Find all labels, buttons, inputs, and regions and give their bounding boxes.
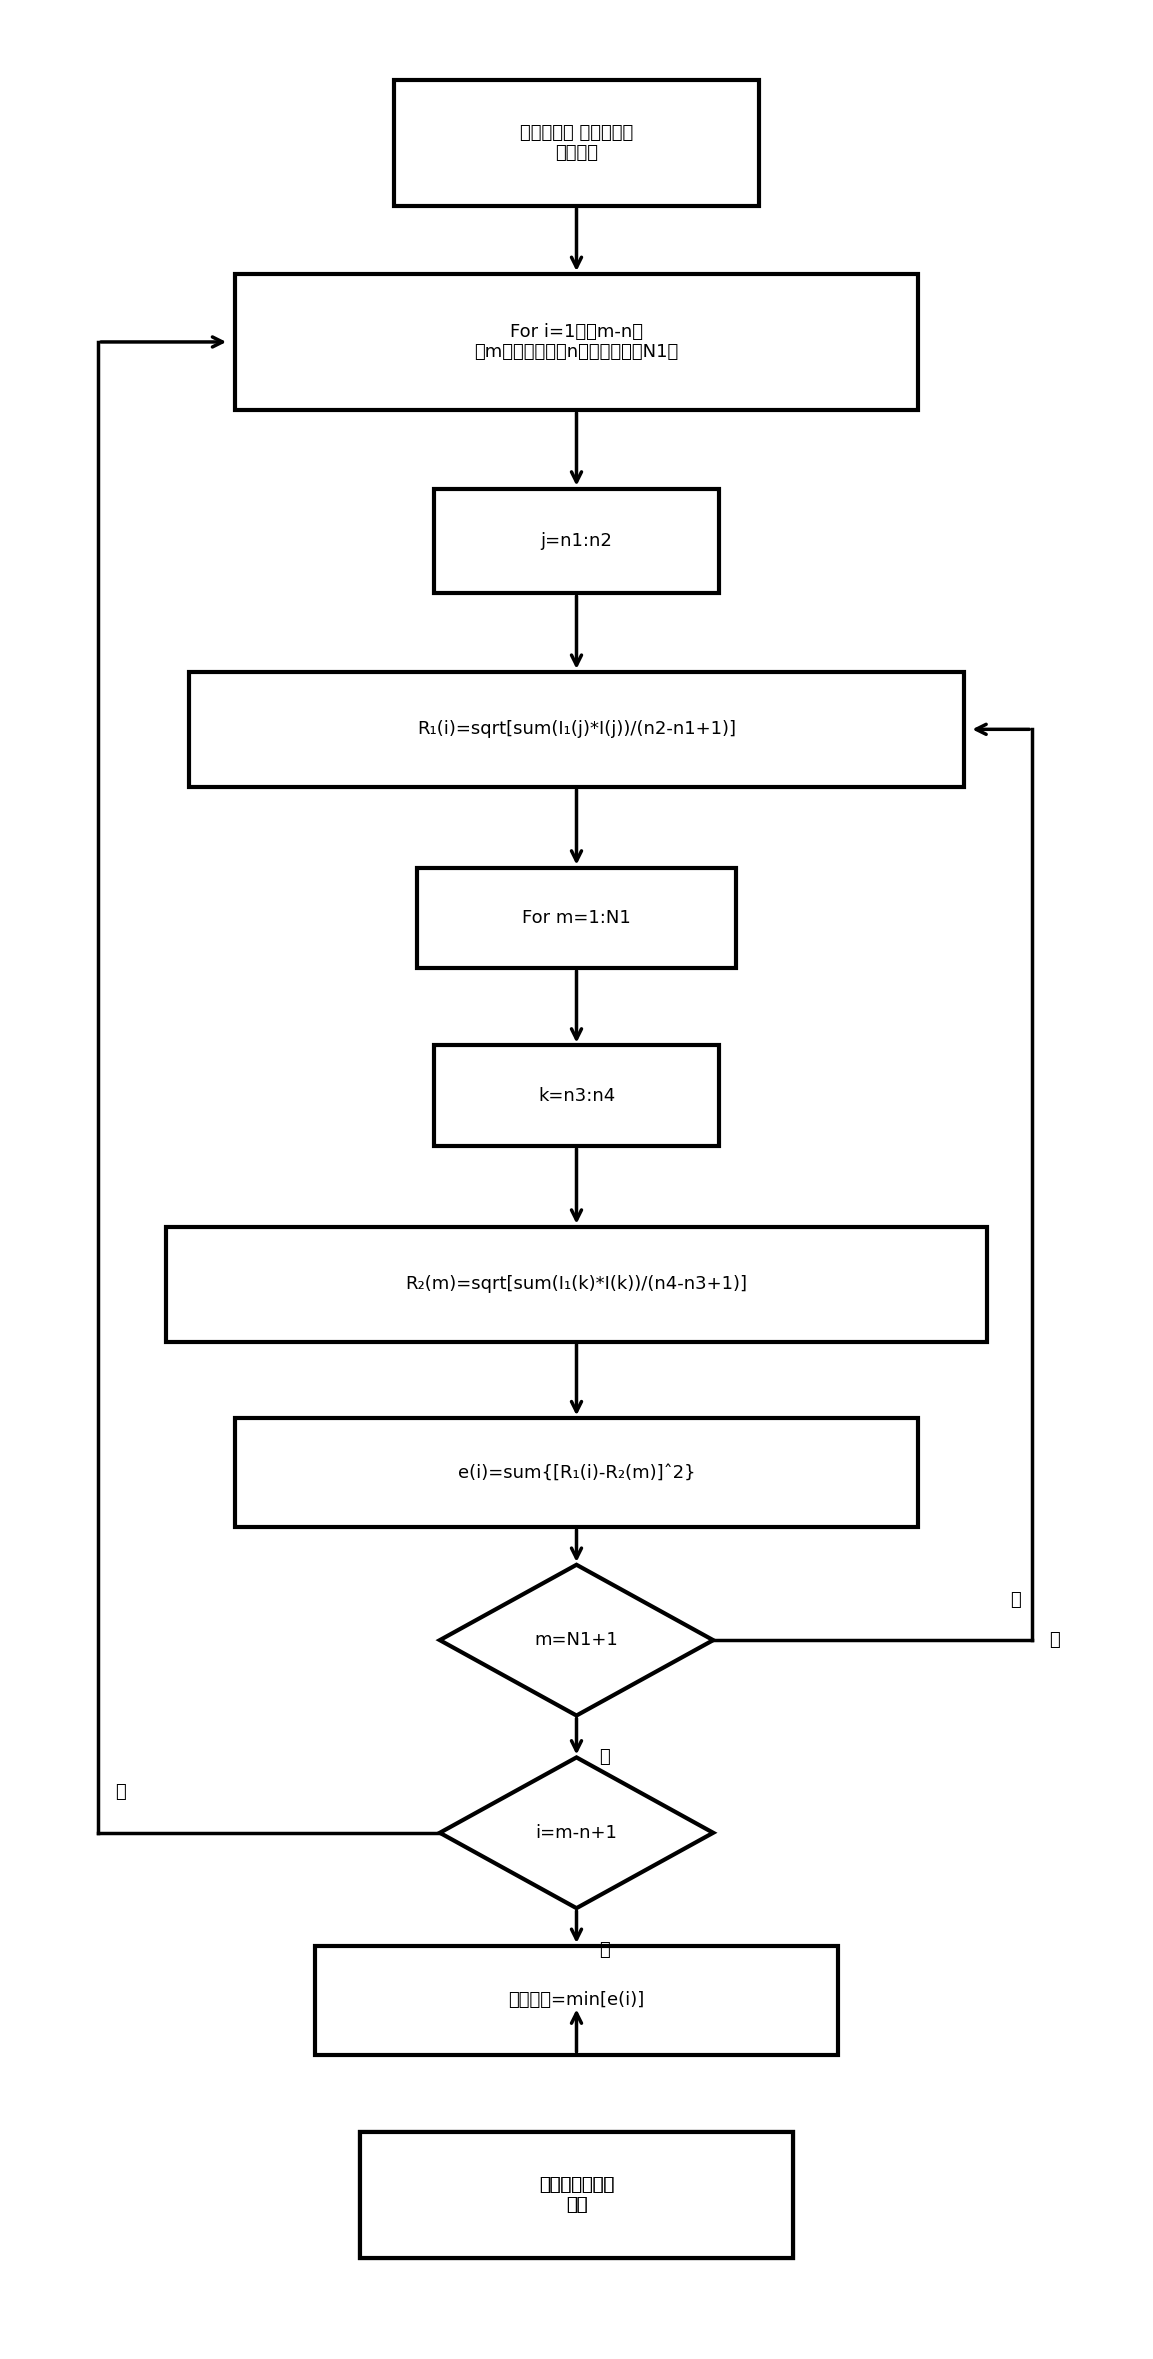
- Bar: [315, 1946, 838, 2055]
- Text: 否: 否: [1049, 1630, 1060, 1649]
- Text: For i=1：（m-n）
（m：采集时长，n：数据计算窗N1）: For i=1：（m-n） （m：采集时长，n：数据计算窗N1）: [474, 323, 679, 361]
- Text: 起始时刻=min[e(i)]: 起始时刻=min[e(i)]: [508, 1991, 645, 2010]
- Text: 否: 否: [115, 1783, 126, 1802]
- Text: 上位机采集 三相电压、
电流数据: 上位机采集 三相电压、 电流数据: [520, 123, 633, 163]
- Text: 是: 是: [600, 1941, 610, 1958]
- Text: e(i)=sum{[R₁(i)-R₂(m)]ˆ2}: e(i)=sum{[R₁(i)-R₂(m)]ˆ2}: [458, 1463, 695, 1481]
- Text: R₂(m)=sqrt[sum(I₁(k)*I(k))/(n4-n3+1)]: R₂(m)=sqrt[sum(I₁(k)*I(k))/(n4-n3+1)]: [406, 1276, 747, 1293]
- Text: For m=1:N1: For m=1:N1: [522, 908, 631, 927]
- Polygon shape: [439, 1757, 714, 1908]
- Bar: [360, 2133, 793, 2258]
- Text: R₁(i)=sqrt[sum(I₁(j)*I(j))/(n2-n1+1)]: R₁(i)=sqrt[sum(I₁(j)*I(j))/(n2-n1+1)]: [417, 719, 736, 738]
- Text: i=m-n+1: i=m-n+1: [535, 1824, 618, 1842]
- Bar: [360, 2133, 793, 2258]
- Bar: [394, 80, 759, 205]
- Text: 是: 是: [600, 1748, 610, 1767]
- Text: 否: 否: [1010, 1590, 1020, 1609]
- Text: m=N1+1: m=N1+1: [535, 1630, 618, 1649]
- Bar: [235, 1418, 918, 1526]
- Bar: [235, 274, 918, 410]
- Text: k=n3:n4: k=n3:n4: [538, 1087, 615, 1104]
- Bar: [435, 1045, 718, 1146]
- Text: 提供下位机输入
数据: 提供下位机输入 数据: [538, 2175, 615, 2215]
- Bar: [435, 488, 718, 592]
- Bar: [417, 868, 736, 967]
- Bar: [166, 1227, 987, 1342]
- Text: 提供下位机输入
数据: 提供下位机输入 数据: [538, 2175, 615, 2215]
- Text: j=n1:n2: j=n1:n2: [541, 531, 612, 550]
- Polygon shape: [439, 1564, 714, 1715]
- Bar: [189, 672, 964, 788]
